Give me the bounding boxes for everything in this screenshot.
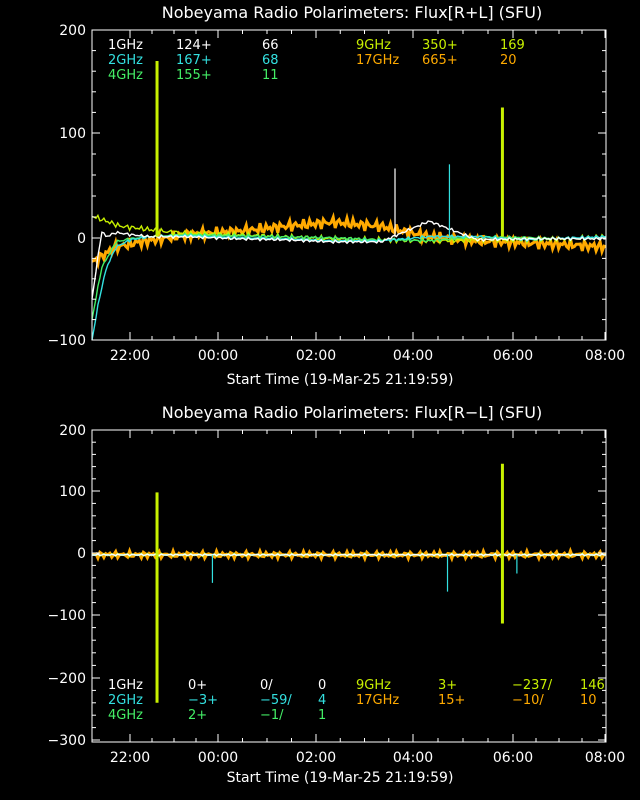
- panel-1-axes-frame: [91, 29, 607, 341]
- panel-flux-r-minus-l: Nobeyama Radio Polarimeters: Flux[R−L] (…: [48, 403, 626, 786]
- legend-4GHz-cell-2: −1/: [260, 708, 284, 723]
- series-line-2GHz: [91, 233, 607, 341]
- legend-1GHz-cell-3: 0: [318, 678, 326, 693]
- legend-17GHz-cell-0: 17GHz: [356, 53, 399, 68]
- x-tick-label-4: 06:00: [493, 750, 533, 766]
- panel-flux-r-plus-l: Nobeyama Radio Polarimeters: Flux[R+L] (…: [48, 3, 626, 388]
- legend-9GHz-cell-0: 9GHz: [356, 678, 391, 693]
- y-tick-label-3: −100: [48, 608, 86, 624]
- y-tick-label-0: 200: [59, 23, 86, 39]
- x-tick-label-0: 22:00: [110, 750, 150, 766]
- legend-4GHz-cell-2: 11: [262, 68, 279, 83]
- legend-9GHz-cell-2: −237/: [512, 678, 553, 693]
- legend-2GHz-cell-1: 167+: [176, 53, 212, 68]
- x-tick-label-5: 08:00: [585, 750, 625, 766]
- y-tick-label-3: −100: [48, 333, 86, 349]
- legend-1GHz-cell-2: 66: [262, 38, 279, 53]
- y-tick-label-1: 100: [59, 126, 86, 142]
- y-tick-label-5: −300: [48, 733, 86, 749]
- legend-2GHz-cell-1: −3+: [188, 693, 218, 708]
- legend-4GHz-cell-0: 4GHz: [108, 708, 143, 723]
- legend-2GHz-cell-2: 68: [262, 53, 279, 68]
- series-line-1GHz: [91, 553, 607, 557]
- y-tick-label-2: 0: [77, 231, 86, 247]
- legend-17GHz-cell-1: 665+: [422, 53, 458, 68]
- y-tick-label-2: 0: [77, 546, 86, 562]
- panel-2-plot-area: [91, 463, 607, 703]
- legend-17GHz-cell-3: 10: [580, 693, 597, 708]
- legend-4GHz-cell-3: 1: [318, 708, 326, 723]
- x-tick-label-0: 22:00: [110, 348, 150, 364]
- legend-2GHz-cell-3: 4: [318, 693, 326, 708]
- panel-2-legend: 1GHz 0+ 0/0 2GHz −3+ −59/4 4GHz 2+ −1/1 9GHz 3+ −23…: [108, 678, 605, 723]
- legend-9GHz-cell-3: 146: [580, 678, 605, 693]
- legend-1GHz-cell-0: 1GHz: [108, 38, 143, 53]
- series-line-1GHz: [91, 220, 607, 300]
- legend-1GHz-cell-0: 1GHz: [108, 678, 143, 693]
- legend-17GHz-cell-0: 17GHz: [356, 693, 399, 708]
- legend-9GHz-cell-0: 9GHz: [356, 38, 391, 53]
- legend-17GHz-cell-2: 20: [500, 53, 517, 68]
- x-tick-label-4: 06:00: [493, 348, 533, 364]
- panel-1-plot-area: [91, 61, 607, 341]
- legend-9GHz-cell-1: 350+: [422, 38, 458, 53]
- x-tick-label-1: 00:00: [198, 750, 238, 766]
- y-tick-label-0: 200: [59, 423, 86, 439]
- panel-1-x-ticks: 22:00 00:00 02:00 04:00 06:00 08:00: [110, 30, 625, 364]
- panel-1-legend: 1GHz 124+ 66 2GHz 167+ 68 4GHz 155+ 11 9GHz 350+ 16…: [108, 38, 525, 83]
- legend-1GHz-cell-2: 0/: [260, 678, 273, 693]
- panel-1-x-label: Start Time (19-Mar-25 21:19:59): [227, 372, 454, 388]
- legend-4GHz-cell-1: 2+: [188, 708, 207, 723]
- legend-1GHz-cell-1: 0+: [188, 678, 207, 693]
- x-tick-label-3: 04:00: [393, 348, 433, 364]
- x-tick-label-1: 00:00: [198, 348, 238, 364]
- panel-2-axes-frame: [91, 429, 607, 743]
- legend-17GHz-cell-2: −10/: [512, 693, 544, 708]
- y-tick-label-1: 100: [59, 484, 86, 500]
- legend-2GHz-cell-0: 2GHz: [108, 53, 143, 68]
- panel-2-title: Nobeyama Radio Polarimeters: Flux[R−L] (…: [162, 403, 542, 422]
- legend-9GHz-cell-2: 169: [500, 38, 525, 53]
- x-tick-label-5: 08:00: [585, 348, 625, 364]
- panel-2-x-label: Start Time (19-Mar-25 21:19:59): [227, 770, 454, 786]
- x-tick-label-2: 02:00: [296, 348, 336, 364]
- y-tick-label-4: −200: [48, 671, 86, 687]
- legend-2GHz-cell-2: −59/: [260, 693, 292, 708]
- x-tick-label-2: 02:00: [296, 750, 336, 766]
- panel-1-title: Nobeyama Radio Polarimeters: Flux[R+L] (…: [162, 3, 542, 22]
- x-tick-label-3: 04:00: [393, 750, 433, 766]
- legend-9GHz-cell-1: 3+: [438, 678, 457, 693]
- legend-1GHz-cell-1: 124+: [176, 38, 212, 53]
- legend-17GHz-cell-1: 15+: [438, 693, 465, 708]
- legend-4GHz-cell-1: 155+: [176, 68, 212, 83]
- panel-1-y-ticks: 200 100 0 −100: [48, 23, 606, 349]
- legend-2GHz-cell-0: 2GHz: [108, 693, 143, 708]
- panel-2-x-ticks: 22:00 00:00 02:00 04:00 06:00 08:00: [110, 430, 625, 766]
- legend-4GHz-cell-0: 4GHz: [108, 68, 143, 83]
